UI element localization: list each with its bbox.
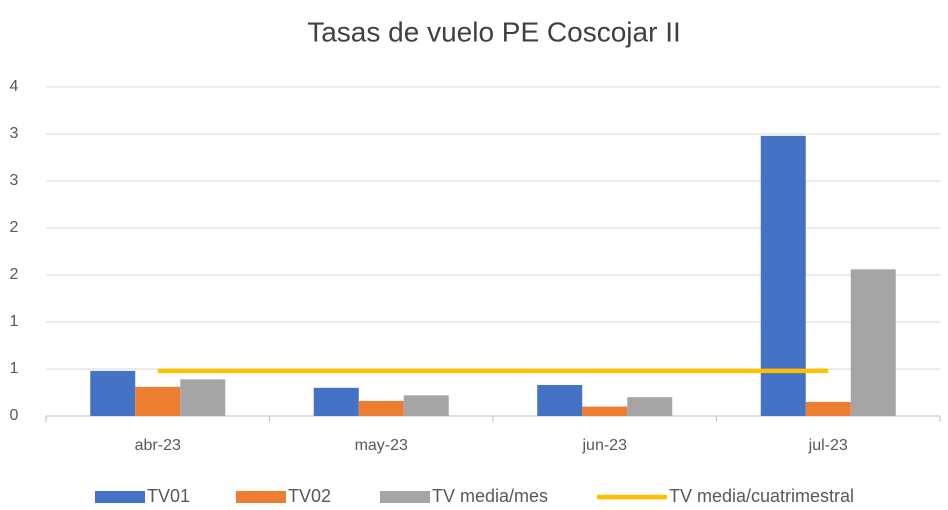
y-tick-label: 0 (10, 407, 19, 424)
y-tick-label: 1 (10, 360, 19, 377)
x-tick-label: may-23 (355, 437, 408, 454)
y-tick-label: 4 (10, 78, 19, 95)
legend-swatch (380, 491, 430, 503)
x-tick-label: jul-23 (808, 437, 848, 454)
legend-swatch (95, 491, 145, 503)
chart-title: Tasas de vuelo PE Coscojar II (307, 16, 681, 47)
bar (313, 387, 359, 416)
y-tick-label: 3 (10, 125, 19, 142)
bar (627, 397, 673, 416)
y-tick-label: 2 (10, 266, 19, 283)
legend-label: TV media/mes (432, 486, 548, 506)
legend-label: TV media/cuatrimestral (669, 486, 854, 506)
legend-label: TV02 (288, 486, 331, 506)
y-tick-label: 2 (10, 219, 19, 236)
legend-swatch (236, 491, 286, 503)
bar (90, 370, 136, 416)
y-tick-label: 1 (10, 313, 19, 330)
bar (180, 379, 226, 416)
bar (582, 406, 628, 416)
bar (805, 401, 851, 416)
bar (537, 384, 583, 416)
legend-label: TV01 (147, 486, 190, 506)
x-tick-label: abr-23 (135, 437, 181, 454)
bar (760, 135, 806, 416)
bar (135, 386, 181, 416)
bar (850, 269, 896, 416)
bar (403, 395, 449, 416)
y-tick-label: 3 (10, 172, 19, 189)
x-tick-label: jun-23 (582, 437, 628, 454)
bar (358, 400, 404, 416)
